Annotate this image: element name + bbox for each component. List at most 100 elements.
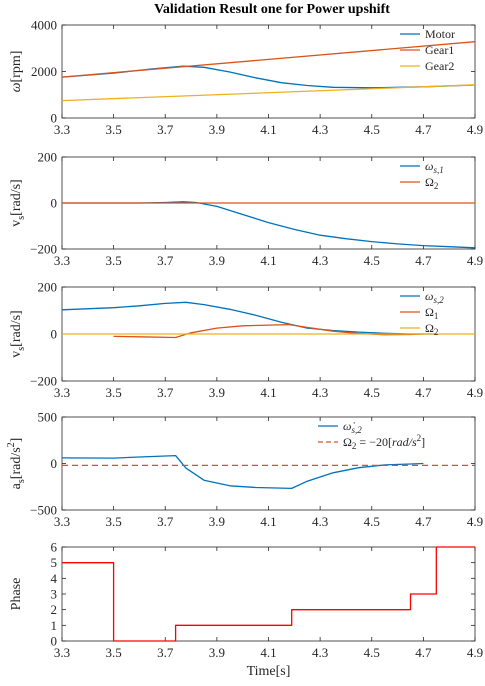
- x-tick-label: 4.1: [260, 253, 276, 268]
- y-tick-labels: 0 2000 4000: [31, 18, 57, 126]
- x-tick-label: 4.7: [415, 122, 432, 137]
- x-tick-label: 4.1: [260, 645, 276, 660]
- series-line-1-3: [61, 84, 476, 102]
- y-tick-label: 0: [51, 196, 58, 211]
- y-tick-label: −200: [30, 374, 57, 389]
- y-tick-label: 0: [51, 111, 58, 126]
- x-tick-label: 4.9: [467, 253, 483, 268]
- x-tick-labels: 3.3 3.5 3.7 3.9 4.1 4.3 4.5 4.7 4.9: [54, 385, 483, 400]
- x-tick-label: 3.5: [106, 645, 122, 660]
- legend-entry: Gear2: [425, 59, 454, 73]
- x-tick-label: 4.9: [467, 645, 483, 660]
- x-tick-label: 4.5: [364, 645, 380, 660]
- x-tick-label: 4.7: [415, 514, 432, 529]
- axes-box: [61, 416, 476, 511]
- x-tick-labels: 3.3 3.5 3.7 3.9 4.1 4.3 4.5 4.7 4.9: [54, 645, 483, 660]
- y-tick-label: 2: [51, 602, 58, 617]
- y-tick-label: 2000: [31, 64, 57, 79]
- legend: Motor Gear1 Gear2: [400, 27, 455, 73]
- charts-group: 3.3 3.5 3.7 3.9 4.1 4.3 4.5 4.7 4.9020004000ω[rp…: [6, 18, 483, 680]
- series-line-1-2: [61, 41, 476, 78]
- x-tick-label: 3.9: [209, 122, 225, 137]
- y-tick-label: 1: [51, 618, 58, 633]
- y-tick-label: 5: [51, 555, 58, 570]
- y-tick-labels: −500 0 500: [30, 410, 57, 518]
- x-tick-label: 4.1: [260, 514, 276, 529]
- x-axis-label: Time[s]: [247, 664, 291, 679]
- x-tick-label: 3.9: [209, 253, 225, 268]
- y-tick-label: 0: [51, 456, 58, 471]
- y-tick-label: 4000: [31, 18, 57, 33]
- x-tick-label: 4.1: [260, 122, 276, 137]
- x-tick-label: 4.3: [312, 385, 328, 400]
- x-tick-label: 4.7: [415, 253, 432, 268]
- legend-entry: Ω2: [425, 321, 438, 337]
- y-axis-label: vs[rad/s]: [9, 310, 27, 357]
- x-tick-label: 3.7: [157, 253, 174, 268]
- chart-panel-4: 3.3 3.5 3.7 3.9 4.1 4.3 4.5 4.7 4.9 −500 0 500 as[ra…: [6, 410, 483, 530]
- x-tick-label: 4.5: [364, 514, 380, 529]
- series-line-4-1: [61, 454, 424, 490]
- x-tick-label: 4.3: [312, 645, 328, 660]
- chart-panel-1: 3.3 3.5 3.7 3.9 4.1 4.3 4.5 4.7 4.9 0 2000 4000 ω[rp…: [9, 18, 483, 138]
- x-tick-labels: 3.3 3.5 3.7 3.9 4.1 4.3 4.5 4.7 4.9: [54, 122, 483, 137]
- x-tick-label: 4.3: [312, 514, 328, 529]
- x-tick-label: 4.9: [467, 122, 483, 137]
- x-tick-label: 4.5: [364, 122, 380, 137]
- y-tick-label: 200: [38, 280, 58, 295]
- x-tick-label: 4.7: [415, 645, 432, 660]
- x-tick-label: 3.3: [54, 514, 70, 529]
- y-axis-label: vs[rad/s]: [9, 179, 27, 226]
- y-axis-label: ω[rpm]: [9, 51, 24, 93]
- x-tick-label: 3.5: [106, 253, 122, 268]
- x-tick-label: 3.7: [157, 514, 174, 529]
- figure-title: Validation Result one for Power upshift: [154, 2, 390, 17]
- y-tick-label: −500: [30, 503, 57, 518]
- x-tick-label: 3.7: [157, 122, 174, 137]
- x-tick-label: 3.5: [106, 385, 122, 400]
- x-tick-label: 4.3: [312, 253, 328, 268]
- y-tick-label: 200: [38, 150, 58, 165]
- legend-entry: ωs,1: [425, 159, 444, 175]
- y-tick-label: 500: [38, 410, 58, 425]
- series-line-3-1: [61, 301, 437, 335]
- x-tick-label: 4.1: [260, 385, 276, 400]
- y-tick-label: 4: [51, 571, 58, 586]
- x-tick-label: 3.9: [209, 385, 225, 400]
- x-tick-label: 4.3: [312, 122, 328, 137]
- y-axis-label: Phase: [9, 578, 24, 611]
- x-tick-labels: 3.3 3.5 3.7 3.9 4.1 4.3 4.5 4.7 4.9: [54, 514, 483, 529]
- y-axis-label: as[rad/s2]: [6, 438, 27, 490]
- y-tick-label: 6: [51, 540, 58, 555]
- chart-panel-2: 3.3 3.5 3.7 3.9 4.1 4.3 4.5 4.7 4.9 −200 0 200 vs[ra…: [9, 150, 483, 269]
- x-tick-label: 4.5: [364, 253, 380, 268]
- legend-entry: Ω2 = −20[rad/s2]: [343, 433, 425, 451]
- legend-entry: ωs,2: [425, 289, 444, 305]
- y-tick-label: −200: [30, 242, 57, 257]
- legend-entry: Ω1: [425, 305, 438, 321]
- x-tick-labels: 3.3 3.5 3.7 3.9 4.1 4.3 4.5 4.7 4.9: [54, 253, 483, 268]
- y-tick-label: 3: [51, 587, 58, 602]
- legend: ωs,1Ω2: [400, 159, 444, 191]
- x-tick-label: 3.3: [54, 253, 70, 268]
- y-tick-label: 0: [51, 634, 58, 649]
- x-tick-label: 3.9: [209, 645, 225, 660]
- x-tick-label: 3.7: [157, 645, 174, 660]
- x-tick-label: 3.9: [209, 514, 225, 529]
- x-tick-label: 3.3: [54, 122, 70, 137]
- x-tick-label: 4.9: [467, 385, 483, 400]
- x-tick-label: 3.3: [54, 645, 70, 660]
- x-tick-label: 4.5: [364, 385, 380, 400]
- chart-panel-3: 3.3 3.5 3.7 3.9 4.1 4.3 4.5 4.7 4.9 −200 0 200 vs[ra…: [9, 280, 483, 401]
- x-tick-label: 4.7: [415, 385, 432, 400]
- x-tick-label: 3.5: [106, 514, 122, 529]
- legend-entry: Ω2: [425, 175, 438, 191]
- series-line-5-1: [62, 546, 475, 642]
- x-tick-label: 3.7: [157, 385, 174, 400]
- y-tick-label: 0: [51, 327, 58, 342]
- y-tick-labels: −200 0 200: [30, 280, 57, 389]
- legend-entry: Gear1: [425, 43, 454, 57]
